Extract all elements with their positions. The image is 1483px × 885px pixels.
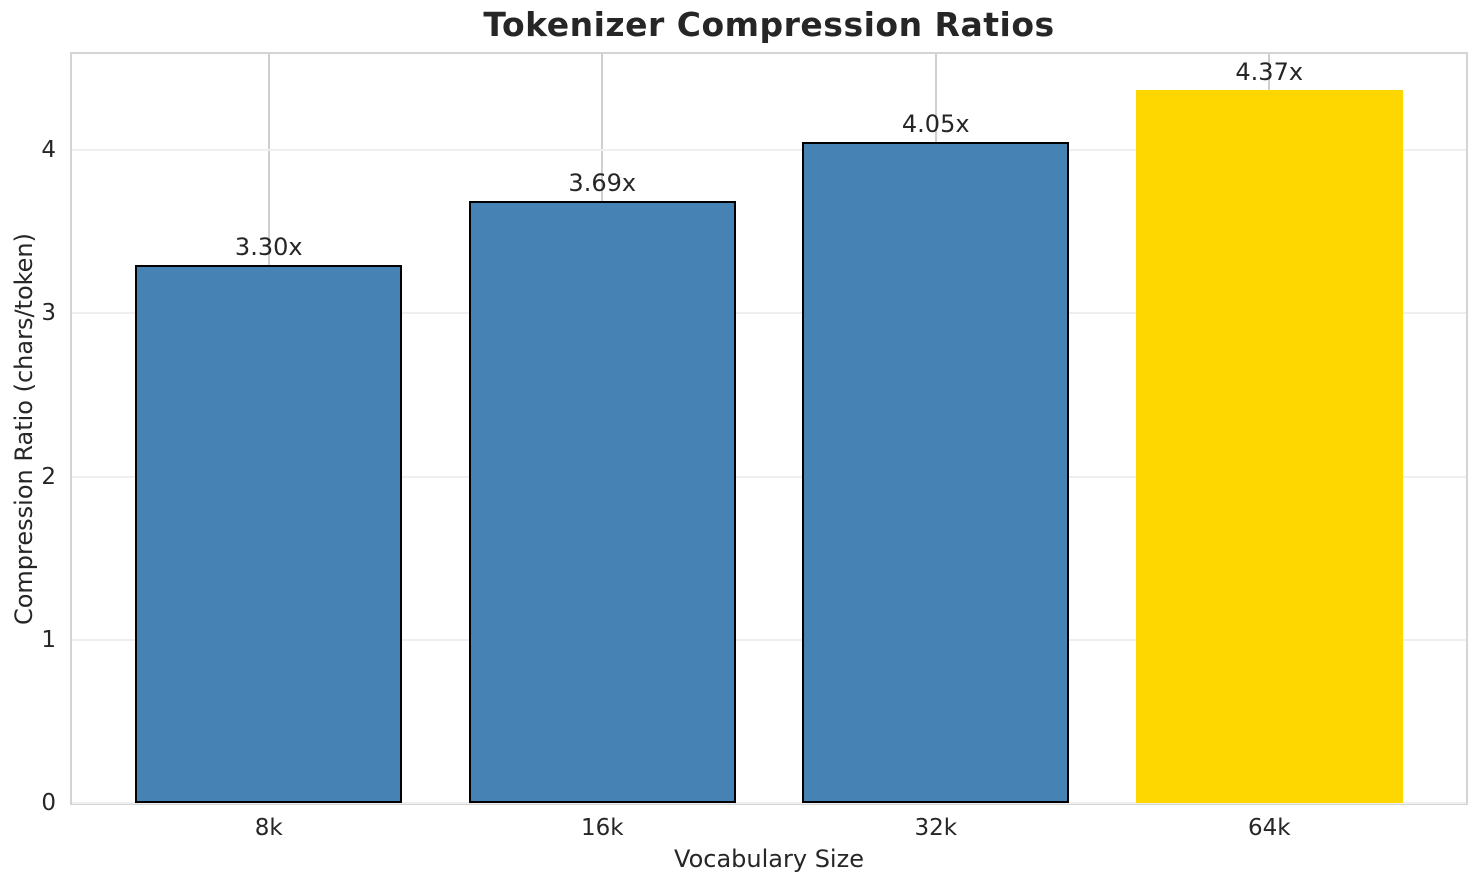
- bar-8k: [135, 264, 403, 803]
- plot-area: 3.30x 3.69x 4.05x 4.37x: [70, 52, 1468, 805]
- x-tick-label-16k: 16k: [580, 815, 624, 841]
- y-tick-label-0: 0: [41, 790, 56, 816]
- bar-64k: [1135, 89, 1403, 803]
- bar-value-label-16k: 3.69x: [568, 168, 637, 197]
- chart-title: Tokenizer Compression Ratios: [483, 5, 1055, 44]
- x-tick-label-64k: 64k: [1247, 815, 1291, 841]
- y-axis-label: Compression Ratio (chars/token): [10, 232, 38, 626]
- bar-32k: [802, 142, 1070, 803]
- bar-value-label-8k: 3.30x: [234, 232, 303, 261]
- x-axis-label: Vocabulary Size: [674, 845, 864, 873]
- bar-16k: [468, 200, 736, 803]
- x-tick-label-8k: 8k: [254, 815, 283, 841]
- bar-value-label-32k: 4.05x: [901, 110, 970, 139]
- y-tick-label-2: 2: [41, 463, 56, 490]
- x-tick-label-32k: 32k: [914, 815, 958, 841]
- bar-value-label-64k: 4.37x: [1235, 57, 1304, 86]
- y-tick-label-1: 1: [41, 626, 56, 653]
- y-tick-label-4: 4: [41, 137, 56, 164]
- y-tick-label-3: 3: [41, 300, 56, 327]
